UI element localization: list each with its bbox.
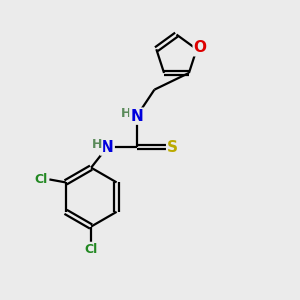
Text: Cl: Cl bbox=[34, 173, 48, 186]
Text: S: S bbox=[167, 140, 178, 154]
Text: Cl: Cl bbox=[85, 243, 98, 256]
Text: N: N bbox=[130, 109, 143, 124]
Text: N: N bbox=[101, 140, 114, 154]
Text: H: H bbox=[121, 107, 132, 120]
Text: O: O bbox=[194, 40, 207, 55]
Text: H: H bbox=[92, 138, 102, 151]
